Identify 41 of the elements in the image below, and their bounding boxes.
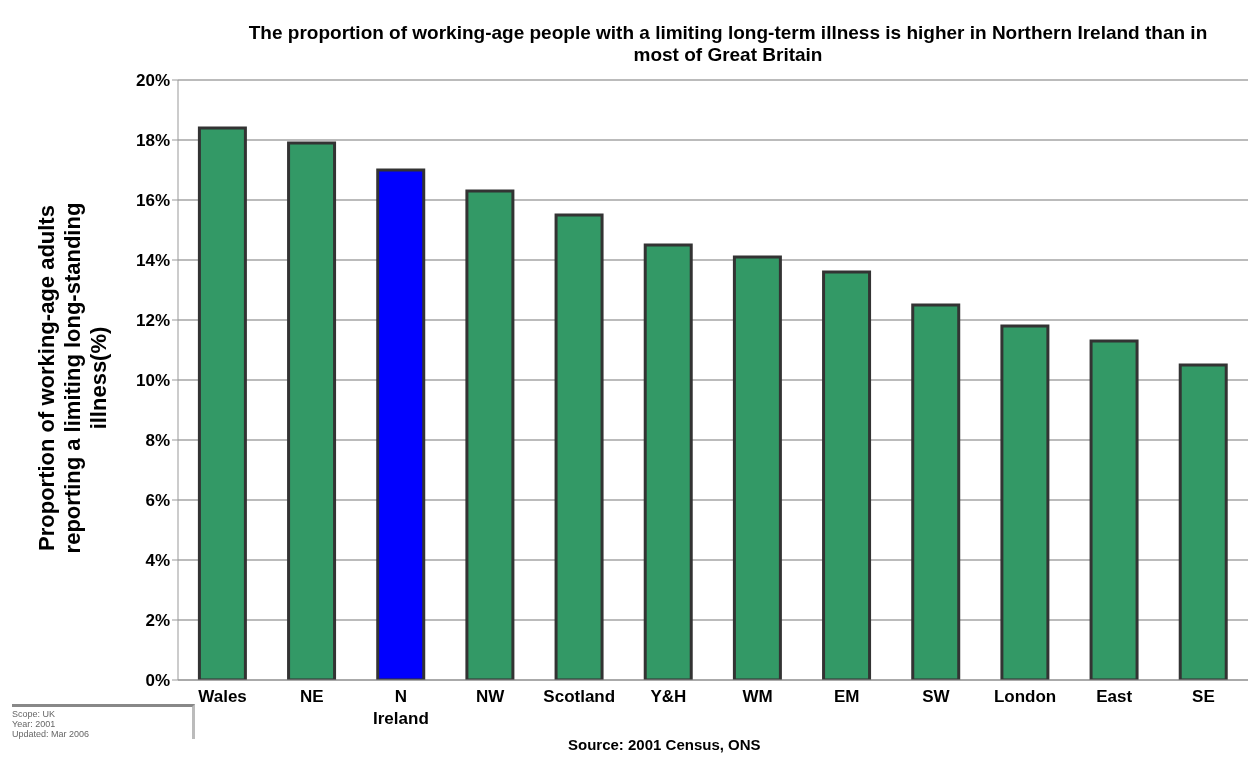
x-tick-label: Scotland (543, 687, 616, 706)
bar (732, 255, 782, 680)
y-tick-label: 18% (135, 131, 170, 151)
y-tick-label: 4% (145, 551, 170, 571)
y-tick-label: 8% (145, 431, 170, 451)
y-axis-title: Proportion of working-age adults reporting a limiting long-standing illness(%) (34, 201, 112, 556)
x-tick-label: NE (299, 687, 324, 706)
x-tick-label: EM (834, 687, 860, 706)
bar (287, 141, 337, 680)
bar (197, 126, 247, 680)
text: Scope: UK (12, 709, 57, 719)
x-tick-label: East (1096, 687, 1133, 706)
bar (822, 270, 872, 680)
text: Updated: Mar 2006 (12, 729, 91, 739)
y-tick-label: 6% (145, 491, 170, 511)
bar (554, 213, 604, 680)
bar (465, 189, 515, 680)
y-tick-label: 16% (135, 191, 170, 211)
bar (1178, 363, 1228, 680)
y-tick-label: 12% (135, 311, 170, 331)
x-tick-label: Wales (198, 687, 247, 706)
x-tick-label: SE (1192, 687, 1215, 706)
source-note: Source: 2001 Census, ONS (568, 736, 761, 753)
bar (1089, 339, 1139, 680)
y-tick-label: 14% (135, 251, 170, 271)
y-tick-label: 2% (145, 611, 170, 631)
x-tick-label: NW (475, 687, 506, 706)
x-tick-label: Y&H (650, 687, 687, 706)
x-tick-label: SW (922, 687, 951, 706)
x-tick-label: N Ireland (373, 687, 429, 728)
y-tick-label: 20% (135, 71, 170, 91)
chart-title: The proportion of working-age people with a limiting long-term illness is higher in Northern Ireland than in most of Great Britain (247, 22, 1209, 66)
bar (1000, 324, 1050, 680)
x-tick-label: WM (742, 687, 773, 706)
bar (376, 168, 426, 680)
x-tick-label: London (993, 687, 1057, 706)
y-tick-label: 10% (135, 371, 170, 391)
text: Year: 2001 (12, 719, 57, 729)
bar (643, 243, 693, 680)
bar (911, 303, 961, 680)
y-tick-label: 0% (145, 671, 170, 691)
